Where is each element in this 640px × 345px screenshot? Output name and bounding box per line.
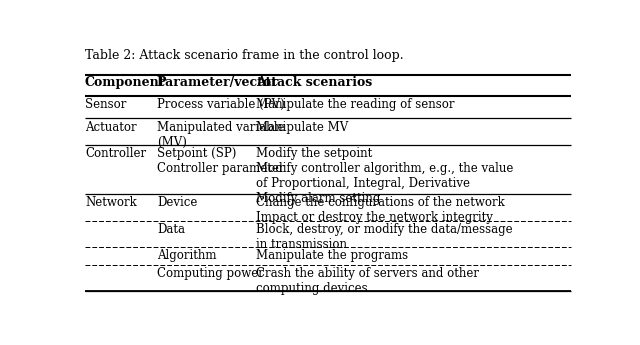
- Text: Sensor: Sensor: [85, 98, 126, 111]
- Text: Block, destroy, or modify the data/message
in transmission: Block, destroy, or modify the data/messa…: [256, 223, 513, 251]
- Text: Data: Data: [157, 223, 185, 236]
- Text: Network: Network: [85, 196, 137, 209]
- Text: Manipulate MV: Manipulate MV: [256, 120, 348, 134]
- Text: Controller: Controller: [85, 147, 146, 160]
- Text: Actuator: Actuator: [85, 120, 136, 134]
- Text: Change the configurations of the network
Impact or destroy the network integrity: Change the configurations of the network…: [256, 196, 505, 224]
- Text: Parameter/vector: Parameter/vector: [157, 76, 278, 89]
- Text: Setpoint (SP)
Controller parameter: Setpoint (SP) Controller parameter: [157, 147, 284, 175]
- Text: Algorithm: Algorithm: [157, 249, 216, 263]
- Text: Manipulated variable
(MV): Manipulated variable (MV): [157, 120, 284, 149]
- Text: Device: Device: [157, 196, 197, 209]
- Text: Component: Component: [85, 76, 166, 89]
- Text: Attack scenarios: Attack scenarios: [256, 76, 372, 89]
- Text: Manipulate the programs: Manipulate the programs: [256, 249, 408, 263]
- Text: Crash the ability of servers and other
computing devices: Crash the ability of servers and other c…: [256, 267, 479, 295]
- Text: Manipulate the reading of sensor: Manipulate the reading of sensor: [256, 98, 454, 111]
- Text: Table 2: Attack scenario frame in the control loop.: Table 2: Attack scenario frame in the co…: [85, 49, 404, 62]
- Text: Modify the setpoint
Modify controller algorithm, e.g., the value
of Proportional: Modify the setpoint Modify controller al…: [256, 147, 513, 205]
- Text: Process variable (PV): Process variable (PV): [157, 98, 285, 111]
- Text: Computing power: Computing power: [157, 267, 264, 280]
